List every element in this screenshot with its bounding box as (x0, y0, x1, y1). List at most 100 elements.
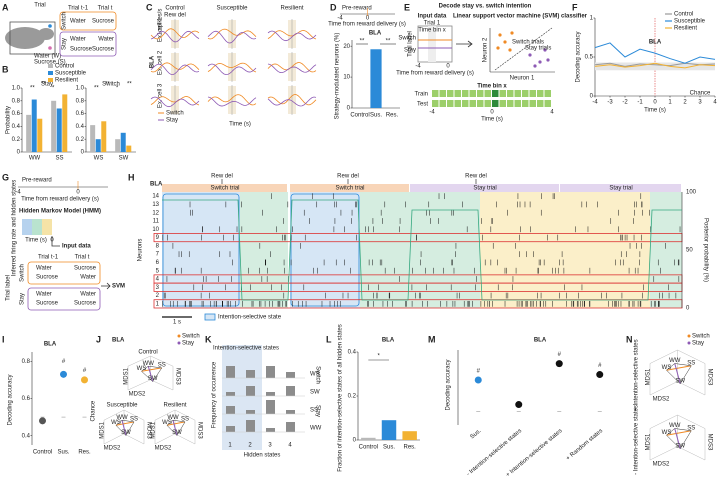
plus: + Intention-selective states (634, 339, 640, 410)
y-tick-label: 0.6 (22, 396, 31, 402)
name: Susceptible (674, 19, 706, 25)
y-tick-label: 0 (347, 106, 351, 112)
bin (454, 100, 461, 107)
scale: 1 spikes/s (158, 9, 164, 36)
y-tick-label: 0.2 (76, 137, 85, 143)
switch-box (59, 11, 117, 31)
bin (432, 90, 439, 97)
hidden-state (480, 192, 560, 308)
trace (267, 30, 317, 40)
state-label: SW (675, 443, 685, 449)
frequency-bar (286, 372, 295, 378)
trace (267, 96, 317, 107)
state-label: WS (137, 366, 147, 372)
trials: Stay trial (609, 186, 632, 192)
train: Train (415, 92, 428, 98)
bin (544, 100, 551, 107)
switch-trials: Switch trials (512, 40, 544, 46)
switch-box (27, 261, 101, 285)
title: BLA (369, 31, 382, 37)
x-tick-label: 2 (248, 443, 252, 449)
x-tick-label: Res. (386, 113, 399, 119)
groups: Susceptible (106, 403, 138, 409)
legend: Stay (692, 341, 704, 347)
bar (370, 49, 382, 108)
trace (267, 62, 317, 73)
x-tick-label: 2 (683, 100, 687, 106)
state-label: SS (130, 416, 138, 422)
line-series (594, 42, 716, 64)
hidden-state (162, 192, 240, 308)
legend-swatch (48, 78, 53, 82)
title: BLA (112, 338, 125, 344)
stay-pairs: Water (70, 37, 86, 43)
y-tick-label: 1 (590, 16, 594, 22)
port-sucrose (48, 46, 52, 50)
trace (150, 63, 200, 76)
bin (492, 90, 499, 97)
title: BLA (534, 338, 547, 344)
x-tick-label: 3 (698, 100, 702, 106)
state-label: WW (669, 423, 681, 429)
x-tick-label: 1 (668, 100, 672, 106)
line-series (594, 62, 716, 69)
x-tick-label: 4 (713, 100, 717, 106)
x-tick-label: -1 (637, 100, 643, 106)
axis-label: MDS1 (100, 421, 106, 438)
hidden-state (22, 219, 32, 235)
switch: Switch (20, 264, 26, 282)
hidden-state (410, 192, 480, 308)
legend-swatch (204, 313, 216, 321)
y-tick-label: 0.8 (12, 98, 21, 104)
point (596, 371, 604, 379)
legend: Switch (692, 334, 710, 340)
bin (522, 100, 529, 107)
panel-label: L (326, 334, 332, 344)
chance-band (595, 62, 715, 71)
y-tick-label: 0.4 (22, 433, 31, 439)
bin (462, 100, 469, 107)
row-label: WS (310, 372, 320, 378)
bin (447, 100, 454, 107)
legend-swatch (48, 71, 53, 75)
mds-stay (172, 420, 178, 436)
marks: # (558, 352, 562, 358)
trace (267, 94, 317, 106)
x-tick-label: WS (94, 156, 104, 162)
x-tick-label: 0 (76, 190, 80, 196)
x-tick-label: SS (55, 156, 63, 162)
panel-label: B (2, 64, 9, 74)
title: Stay (41, 82, 53, 88)
legend-dot (687, 334, 691, 338)
cells: Ex. cell 1 (158, 17, 164, 42)
trace (207, 30, 257, 44)
y-label: Fraction of intention-selective states o… (338, 324, 344, 471)
x-tick-label: -4 (429, 110, 435, 116)
bin (428, 26, 436, 62)
stay: Stay (404, 48, 416, 54)
row-label: SW (310, 390, 320, 396)
x-tick-label: WW (29, 156, 41, 162)
marks: # (598, 363, 602, 369)
row-label: WW (310, 426, 322, 432)
stay-rows: Water (80, 292, 96, 298)
pre: Pre-reward (22, 178, 52, 184)
axis-label: MDS3 (196, 422, 202, 439)
trial-header (410, 184, 559, 192)
bin (529, 100, 536, 107)
legend: Switch (182, 334, 200, 340)
trial-header (162, 184, 287, 192)
time: Time (s) (25, 238, 47, 244)
axis-label: MDS1 (151, 421, 157, 438)
trial-label: Trial label (408, 31, 414, 57)
title: Switch (102, 82, 120, 88)
point (60, 370, 67, 378)
panel-label: K (205, 334, 212, 344)
neuron-label: 9 (156, 235, 160, 241)
stay-box (27, 287, 101, 311)
frequency-bar (286, 410, 295, 414)
x-tick-label: 0 (366, 16, 370, 22)
panel-label: H (128, 172, 135, 182)
mds-stay (674, 428, 681, 449)
switch-point (510, 31, 514, 35)
